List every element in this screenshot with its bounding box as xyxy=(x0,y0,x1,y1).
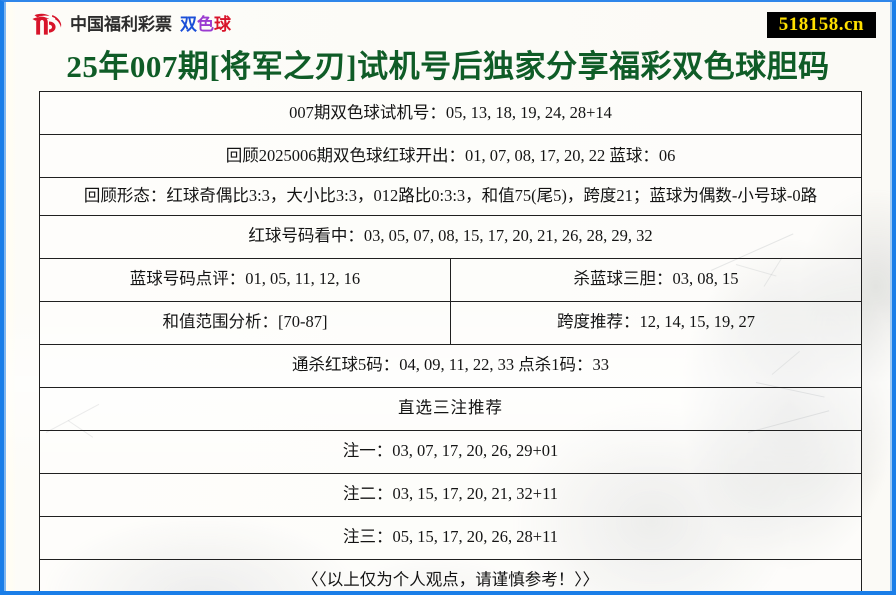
table-row: 回顾2025006期双色球红球开出：01, 07, 08, 17, 20, 22… xyxy=(39,134,862,178)
sum-range-cell: 和值范围分析：[70-87] xyxy=(39,300,451,345)
brand-product-name: 双色球 xyxy=(180,14,231,35)
brand-product-char-1: 双 xyxy=(180,14,197,35)
table-body: 007期双色球试机号：05, 13, 18, 19, 24, 28+14 回顾2… xyxy=(39,91,862,591)
bet-two-cell: 注二：03, 15, 17, 20, 21, 32+11 xyxy=(39,472,862,517)
disclaimer-cell: 〈〈以上仅为个人观点，请谨慎参考！〉〉 xyxy=(39,558,862,591)
table-row: 〈〈以上仅为个人观点，请谨慎参考！〉〉 xyxy=(39,558,862,591)
brand: 中国福利彩票 双色球 xyxy=(30,12,231,39)
red-ball-picks-cell: 红球号码看中：03, 05, 07, 08, 15, 17, 20, 21, 2… xyxy=(39,214,862,259)
direct-pick-section-header: 直选三注推荐 xyxy=(39,386,862,431)
previous-draw-cell: 回顾2025006期双色球红球开出：01, 07, 08, 17, 20, 22… xyxy=(39,134,862,178)
table-row: 通杀红球5码：04, 09, 11, 22, 33 点杀1码：33 xyxy=(39,343,862,388)
lottery-table-wrapper: 007期双色球试机号：05, 13, 18, 19, 24, 28+14 回顾2… xyxy=(39,91,862,591)
table-row: 蓝球号码点评：01, 05, 11, 12, 16 杀蓝球三胆：03, 08, … xyxy=(39,257,862,302)
table-row: 007期双色球试机号：05, 13, 18, 19, 24, 28+14 xyxy=(39,91,862,135)
page-title: 25年007期[将军之刃]试机号后独家分享福彩双色球胆码 xyxy=(66,49,830,84)
brand-name: 中国福利彩票 xyxy=(70,14,172,35)
brand-product-char-3: 球 xyxy=(214,14,231,35)
kill-red-balls-cell: 通杀红球5码：04, 09, 11, 22, 33 点杀1码：33 xyxy=(39,343,862,388)
page-inner: 中国福利彩票 双色球 518158.cn 25年007期[将军之刃]试机号后独家… xyxy=(4,2,892,591)
bet-three-cell: 注三：05, 15, 17, 20, 26, 28+11 xyxy=(39,515,862,560)
table-row: 和值范围分析：[70-87] 跨度推荐：12, 14, 15, 19, 27 xyxy=(39,300,862,345)
table-row: 直选三注推荐 xyxy=(39,386,862,431)
pattern-review-cell: 回顾形态：红球奇偶比3:3，大小比3:3，012路比0:3:3，和值75(尾5)… xyxy=(39,177,862,216)
test-number-cell: 007期双色球试机号：05, 13, 18, 19, 24, 28+14 xyxy=(39,91,862,135)
span-recommend-cell: 跨度推荐：12, 14, 15, 19, 27 xyxy=(450,300,862,345)
table-row: 回顾形态：红球奇偶比3:3，大小比3:3，012路比0:3:3，和值75(尾5)… xyxy=(39,177,862,216)
lottery-forecast-table: 007期双色球试机号：05, 13, 18, 19, 24, 28+14 回顾2… xyxy=(39,91,862,591)
site-header: 中国福利彩票 双色球 518158.cn xyxy=(6,2,890,48)
site-domain-tag: 518158.cn xyxy=(766,11,876,39)
table-row: 注一：03, 07, 17, 20, 26, 29+01 xyxy=(39,429,862,474)
table-row: 注三：05, 15, 17, 20, 26, 28+11 xyxy=(39,515,862,560)
table-row: 注二：03, 15, 17, 20, 21, 32+11 xyxy=(39,472,862,517)
table-row: 红球号码看中：03, 05, 07, 08, 15, 17, 20, 21, 2… xyxy=(39,214,862,259)
blue-ball-kill-cell: 杀蓝球三胆：03, 08, 15 xyxy=(450,257,862,302)
blue-ball-comment-cell: 蓝球号码点评：01, 05, 11, 12, 16 xyxy=(39,257,451,302)
china-welfare-lottery-logo-icon xyxy=(30,12,63,39)
bet-one-cell: 注一：03, 07, 17, 20, 26, 29+01 xyxy=(39,429,862,474)
brand-product-char-2: 色 xyxy=(197,14,214,35)
